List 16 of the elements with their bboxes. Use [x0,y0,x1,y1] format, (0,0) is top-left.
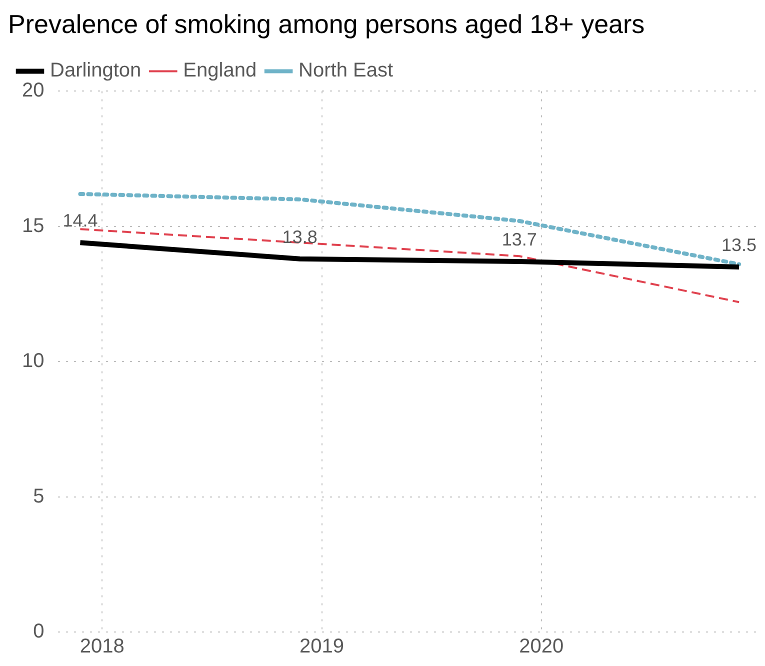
y-tick-label: 15 [22,214,44,237]
data-label: 13.5 [722,234,757,255]
legend-label: Darlington [50,60,142,82]
chart-title: Prevalence of smoking among persons aged 18+ years [8,8,645,39]
data-label: 13.7 [502,230,537,250]
y-tick-label: 10 [22,350,44,372]
data-label: 13.8 [282,226,318,247]
x-tick-label: 2020 [519,636,564,658]
legend-label: England [183,60,257,82]
data-label: 14.4 [62,210,98,231]
y-tick-label: 5 [33,485,44,508]
y-tick-label: 0 [33,620,44,643]
y-tick-label: 20 [22,80,44,102]
x-tick-label: 2019 [300,636,344,658]
x-tick-label: 2018 [80,636,124,658]
legend-label: North East [298,60,394,82]
